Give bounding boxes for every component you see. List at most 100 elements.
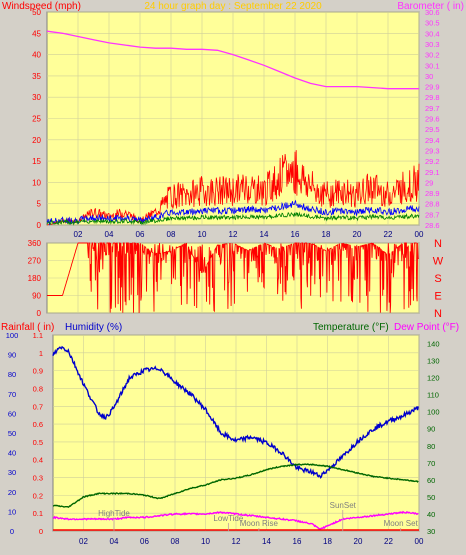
- humidity-tick-label: 100: [6, 331, 19, 340]
- rain-tick-label: 0.3: [33, 474, 43, 483]
- barometer-right-ticks: 28.628.728.828.92929.129.229.329.429.529…: [425, 8, 440, 230]
- rain-ticks: 0 0.1 0.2 0.3 0.4 0.5 0.6 0.7 0.8 0.9 1 1.1: [33, 331, 43, 536]
- barometer-tick-label: 28.6: [425, 221, 440, 230]
- wind-tick-label: 20: [32, 136, 41, 145]
- temperature-ticks: 30 40 50 60 70 80 90 100 110 120 130 140: [427, 340, 440, 536]
- rain-x-tick-label: 04: [110, 537, 119, 546]
- barometer-tick-label: 30.3: [425, 40, 440, 49]
- barometer-tick-label: 29.2: [425, 157, 440, 166]
- wind-left-ticks: 0 5 10 15 20 25 30 35 40 45 50: [32, 8, 41, 230]
- compass-label: N: [434, 308, 442, 320]
- compass-label: W: [433, 256, 444, 268]
- temperature-tick-label: 70: [427, 459, 435, 468]
- humidity-tick-label: 60: [8, 409, 16, 418]
- direction-tick-label: 180: [28, 274, 42, 283]
- compass-label: S: [434, 273, 441, 285]
- rain-tick-label: 0.2: [33, 491, 43, 500]
- wind-x-tick-label: 16: [291, 230, 300, 239]
- wind-tick-label: 5: [37, 200, 42, 209]
- event-label: HighTide: [98, 509, 130, 518]
- temperature-tick-label: 110: [427, 391, 439, 400]
- humidity-tick-label: 80: [8, 370, 16, 379]
- rain-tick-label: 1.1: [33, 331, 43, 340]
- temperature-tick-label: 30: [427, 527, 435, 536]
- rain-x-tick-label: 10: [201, 537, 210, 546]
- barometer-tick-label: 29.7: [425, 104, 440, 113]
- event-label: Moon Rise: [240, 519, 279, 528]
- barometer-tick-label: 29.5: [425, 125, 440, 134]
- event-label: LowTide: [213, 514, 243, 523]
- humidity-tick-label: 30: [8, 468, 16, 477]
- barometer-tick-label: 30.5: [425, 19, 440, 28]
- temperature-tick-label: 140: [427, 340, 440, 349]
- temperature-tick-label: 60: [427, 476, 435, 485]
- barometer-right-title: Barometer ( in): [397, 1, 464, 12]
- rain-x-tick-label: 16: [293, 537, 302, 546]
- rain-tick-label: 0.6: [33, 420, 43, 429]
- temperature-tick-label: 90: [427, 425, 435, 434]
- temperature-title: Temperature (°F): [313, 322, 389, 333]
- rain-x-ticks: 02 04 06 08 10 12 14 16 18 20 22 00: [79, 537, 424, 546]
- direction-tick-label: 360: [28, 239, 42, 248]
- wind-x-tick-label: 02: [74, 230, 83, 239]
- barometer-tick-label: 29: [425, 178, 433, 187]
- wind-x-tick-label: 22: [384, 230, 393, 239]
- humidity-tick-label: 40: [8, 449, 16, 458]
- wind-x-tick-label: 20: [353, 230, 362, 239]
- compass-label: E: [434, 291, 441, 303]
- compass-label: N: [434, 238, 442, 250]
- humidity-tick-label: 0: [10, 527, 14, 536]
- temperature-tick-label: 120: [427, 374, 440, 383]
- temperature-tick-label: 50: [427, 493, 435, 502]
- temperature-tick-label: 80: [427, 442, 435, 451]
- barometer-tick-label: 29.3: [425, 146, 440, 155]
- rain-x-tick-label: 02: [79, 537, 88, 546]
- wind-tick-label: 0: [37, 221, 42, 230]
- wind-tick-label: 25: [32, 115, 41, 124]
- barometer-tick-label: 29.6: [425, 115, 440, 124]
- humidity-tick-label: 10: [8, 507, 16, 516]
- barometer-tick-label: 30.1: [425, 61, 440, 70]
- wind-x-tick-label: 18: [322, 230, 331, 239]
- wind-x-tick-label: 12: [229, 230, 238, 239]
- humidity-ticks: 0 10 20 30 40 50 60 70 80 90 100: [6, 331, 19, 536]
- rain-tick-label: 0.5: [33, 438, 43, 447]
- barometer-tick-label: 29.9: [425, 83, 440, 92]
- wind-x-tick-label: 06: [136, 230, 145, 239]
- event-label: Moon Set: [384, 519, 419, 528]
- barometer-tick-label: 29.4: [425, 136, 440, 145]
- temperature-tick-label: 40: [427, 510, 435, 519]
- barometer-tick-label: 30.4: [425, 29, 440, 38]
- dew-point-title: Dew Point (°F): [394, 322, 459, 333]
- rainfall-title: Rainfall ( in): [1, 322, 54, 333]
- humidity-tick-label: 20: [8, 488, 16, 497]
- wind-tick-label: 30: [32, 93, 41, 102]
- rain-tick-label: 0.4: [33, 456, 43, 465]
- barometer-tick-label: 30.2: [425, 51, 440, 60]
- wind-tick-label: 10: [32, 178, 41, 187]
- wind-x-tick-label: 00: [415, 230, 424, 239]
- rain-x-tick-label: 14: [262, 537, 271, 546]
- rain-x-tick-label: 22: [384, 537, 393, 546]
- barometer-tick-label: 29.1: [425, 168, 440, 177]
- barometer-tick-label: 28.8: [425, 200, 440, 209]
- direction-left-ticks: 0 90 180 270 360: [28, 239, 42, 318]
- rain-tick-label: 0.1: [33, 509, 43, 518]
- humidity-line: [52, 345, 419, 479]
- wind-x-tick-label: 08: [167, 230, 176, 239]
- temperature-tick-label: 100: [427, 408, 440, 417]
- windspeed-average-line: [46, 199, 420, 226]
- barometer-tick-label: 30.6: [425, 8, 440, 17]
- temperature-tick-label: 130: [427, 357, 440, 366]
- barometer-tick-label: 29.8: [425, 93, 440, 102]
- direction-tick-label: 90: [32, 292, 41, 301]
- wind-series: [46, 30, 420, 226]
- barometer-tick-label: 30: [425, 72, 433, 81]
- event-label: SunSet: [330, 501, 357, 510]
- rain-x-tick-label: 12: [232, 537, 241, 546]
- wind-tick-label: 45: [32, 29, 41, 38]
- windspeed-min-line: [46, 211, 420, 226]
